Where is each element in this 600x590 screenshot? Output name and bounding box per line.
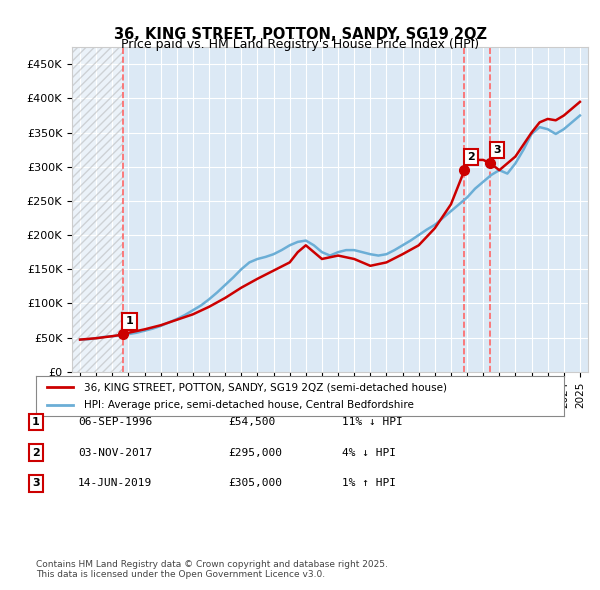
Text: 11% ↓ HPI: 11% ↓ HPI (342, 417, 403, 427)
Text: £54,500: £54,500 (228, 417, 275, 427)
Text: 2: 2 (467, 152, 475, 162)
Text: 36, KING STREET, POTTON, SANDY, SG19 2QZ (semi-detached house): 36, KING STREET, POTTON, SANDY, SG19 2QZ… (83, 382, 446, 392)
Text: HPI: Average price, semi-detached house, Central Bedfordshire: HPI: Average price, semi-detached house,… (83, 399, 413, 409)
Text: 1: 1 (32, 417, 40, 427)
Text: 3: 3 (493, 145, 500, 155)
Text: 1: 1 (125, 316, 133, 326)
Text: 06-SEP-1996: 06-SEP-1996 (78, 417, 152, 427)
Text: Contains HM Land Registry data © Crown copyright and database right 2025.
This d: Contains HM Land Registry data © Crown c… (36, 560, 388, 579)
Text: 36, KING STREET, POTTON, SANDY, SG19 2QZ: 36, KING STREET, POTTON, SANDY, SG19 2QZ (113, 27, 487, 41)
Text: £295,000: £295,000 (228, 448, 282, 457)
Text: 14-JUN-2019: 14-JUN-2019 (78, 478, 152, 488)
Text: Price paid vs. HM Land Registry's House Price Index (HPI): Price paid vs. HM Land Registry's House … (121, 38, 479, 51)
Text: 3: 3 (32, 478, 40, 488)
Text: 1% ↑ HPI: 1% ↑ HPI (342, 478, 396, 488)
Text: 4% ↓ HPI: 4% ↓ HPI (342, 448, 396, 457)
Text: 03-NOV-2017: 03-NOV-2017 (78, 448, 152, 457)
Bar (72, 47, 123, 372)
Text: £305,000: £305,000 (228, 478, 282, 488)
Text: 2: 2 (32, 448, 40, 457)
